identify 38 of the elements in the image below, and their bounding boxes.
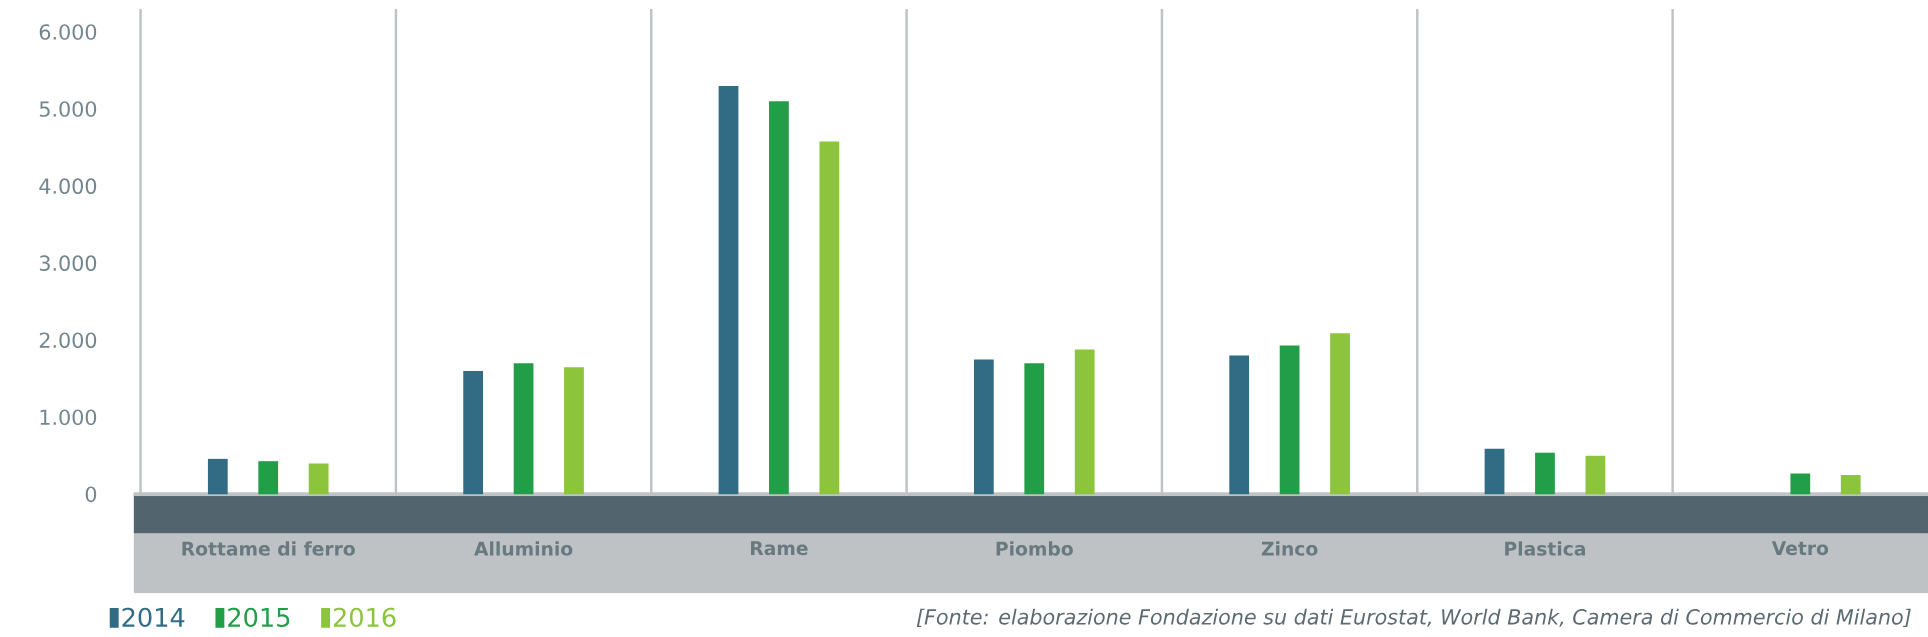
- bar: [308, 463, 329, 495]
- bar: [207, 459, 228, 495]
- bar: [564, 367, 584, 495]
- x-tick-label: Alluminio: [474, 541, 573, 556]
- bar: [1840, 475, 1861, 495]
- bar: [769, 101, 789, 495]
- bar: [1024, 363, 1045, 495]
- x-tick-label: Vetro: [1771, 541, 1829, 556]
- bar: [1585, 455, 1606, 495]
- bar: [1484, 449, 1505, 495]
- legend-label: 2015: [228, 607, 290, 628]
- y-tick-label: 0: [85, 486, 97, 503]
- x-tick-label: Piombo: [996, 541, 1073, 556]
- bar: [258, 461, 279, 495]
- y-tick-label: 3.000: [39, 255, 97, 272]
- bar: [819, 141, 840, 495]
- x-tick-label: Zinco: [1261, 541, 1318, 556]
- y-tick-label: 5.000: [39, 101, 97, 118]
- x-tick-label: Rame: [751, 541, 808, 556]
- y-tick-label: 6.000: [39, 24, 97, 40]
- x-tick-label: Plastica: [1505, 541, 1585, 556]
- y-tick-label: 1.000: [40, 409, 97, 426]
- x-tick-label: Rottame di ferro: [182, 541, 355, 556]
- legend-label: 2016: [333, 607, 396, 628]
- y-tick-label: 4.000: [39, 178, 97, 195]
- bar: [1074, 349, 1095, 495]
- text: [Fonte: elaborazione Fondazione su dati Eurostat, World Bank, Camera di Commercio di Milano]: [916, 608, 1911, 628]
- bar: [513, 363, 534, 495]
- bar: [1279, 345, 1300, 495]
- bar: [463, 371, 484, 495]
- bar: [1535, 452, 1555, 495]
- bar: [973, 359, 994, 495]
- bar: [1229, 355, 1250, 495]
- bar: [1790, 473, 1811, 495]
- legend-label: 2014: [122, 607, 185, 628]
- y-tick-label: 2.000: [39, 332, 97, 349]
- bar: [718, 86, 739, 495]
- bar: [1330, 333, 1350, 495]
